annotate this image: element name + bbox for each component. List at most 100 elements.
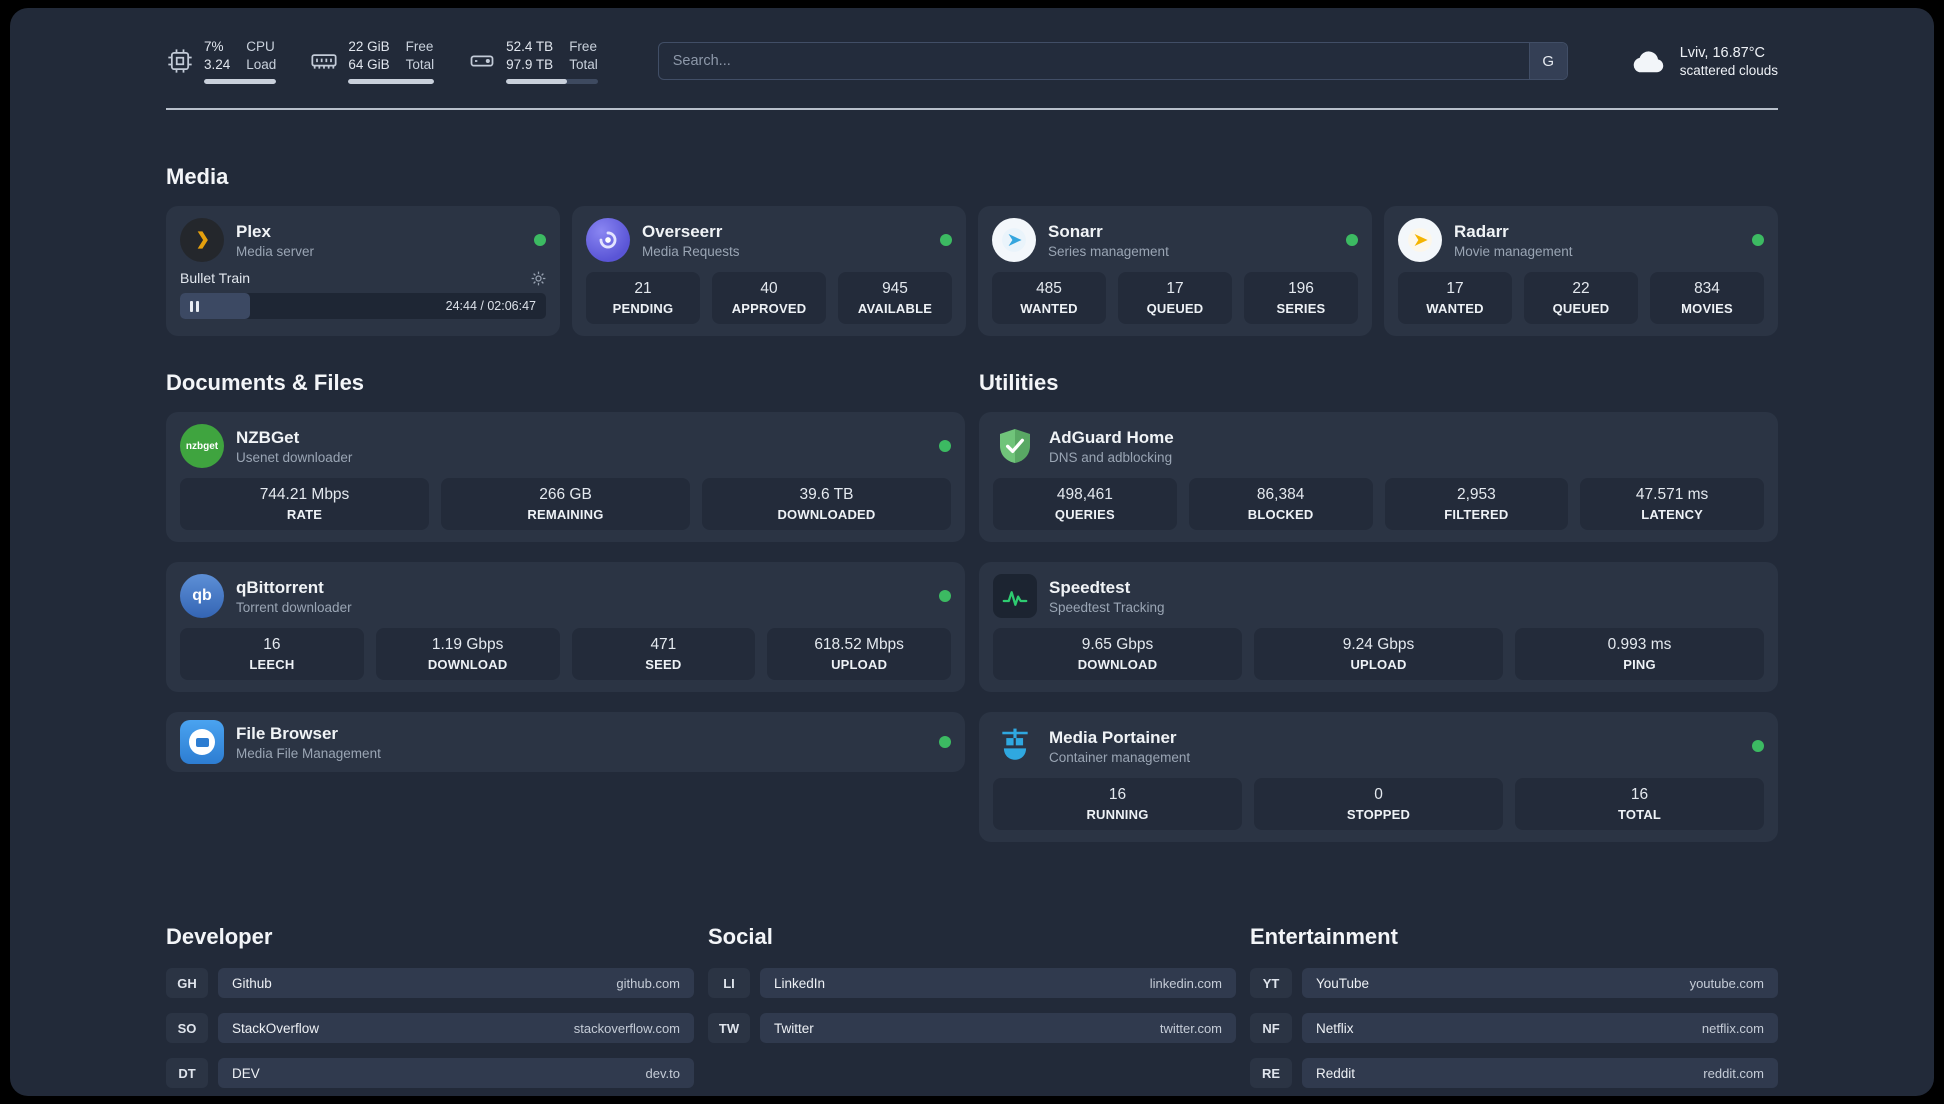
stat-value: 16 xyxy=(263,636,281,654)
nzbget-icon: nzbget xyxy=(180,424,224,469)
app-card-filebrowser[interactable]: File Browser Media File Management xyxy=(166,712,965,773)
twitter-icon[interactable]: TW xyxy=(708,1013,750,1044)
link-domain: reddit.com xyxy=(1703,1065,1764,1081)
gear-icon[interactable] xyxy=(531,271,546,286)
stackoverflow-icon[interactable]: SO xyxy=(166,1013,208,1044)
cpu-percent: 7% xyxy=(204,39,224,54)
stackoverflow-link[interactable]: StackOverflow stackoverflow.com xyxy=(218,1013,694,1044)
app-subtitle: Series management xyxy=(1048,243,1169,259)
link-domain: github.com xyxy=(616,975,680,991)
weather-widget: Lviv, 16.87°C scattered clouds xyxy=(1628,45,1778,78)
stat-label: LATENCY xyxy=(1641,507,1704,523)
stat-tile: 17 QUEUED xyxy=(1118,272,1232,325)
stat-label: TOTAL xyxy=(1617,807,1662,823)
app-card-overseerr[interactable]: Overseerr Media Requests 21 PENDING 40 A… xyxy=(572,206,966,337)
stat-tile: 16 RUNNING xyxy=(993,778,1242,831)
stat-label: RUNNING xyxy=(1086,807,1149,823)
section-title-developer: Developer xyxy=(166,924,273,950)
link-name: DEV xyxy=(232,1065,260,1081)
stat-label: PENDING xyxy=(612,301,674,317)
stat-tile: 945 AVAILABLE xyxy=(838,272,952,325)
link-name: Netflix xyxy=(1316,1020,1354,1036)
app-card-portainer[interactable]: Media Portainer Container management 16 … xyxy=(979,712,1778,843)
twitter-link[interactable]: Twitter twitter.com xyxy=(760,1013,1236,1044)
app-card-nzbget[interactable]: nzbget NZBGet Usenet downloader 744.21 M… xyxy=(166,412,965,543)
links-section-entertainment: Entertainment YT YouTube youtube.com NF … xyxy=(1250,924,1778,1096)
pause-button[interactable] xyxy=(190,300,199,312)
documents-column: Documents & Files nzbget NZBGet Usenet d… xyxy=(166,336,965,792)
stat-tile: 16 TOTAL xyxy=(1515,778,1764,831)
app-card-sonarr[interactable]: Sonarr Series management 485 WANTED 17 Q… xyxy=(978,206,1372,337)
stat-label: FILTERED xyxy=(1444,507,1509,523)
youtube-link[interactable]: YouTube youtube.com xyxy=(1302,968,1778,999)
netflix-link[interactable]: Netflix netflix.com xyxy=(1302,1013,1778,1044)
app-name: qBittorrent xyxy=(236,577,324,597)
app-card-plex[interactable]: Plex Media server Bullet Train xyxy=(166,206,560,337)
playback-progress-bar[interactable]: 24:44 / 02:06:47 xyxy=(180,293,546,320)
link-row-youtube: YT YouTube youtube.com xyxy=(1250,968,1778,999)
app-card-adguard[interactable]: AdGuard Home DNS and adblocking 498,461 … xyxy=(979,412,1778,543)
stat-label: PING xyxy=(1623,657,1656,673)
stat-value: 16 xyxy=(1630,786,1649,804)
app-subtitle: Usenet downloader xyxy=(236,449,353,465)
stat-value: 0.993 ms xyxy=(1607,636,1672,654)
stat-value: 471 xyxy=(650,636,677,654)
disk-label-1: Free xyxy=(569,39,597,54)
stat-value: 2,953 xyxy=(1456,486,1496,504)
search-engine-button[interactable]: G xyxy=(1528,43,1567,80)
search-input[interactable] xyxy=(658,43,1529,80)
stat-value: 21 xyxy=(634,280,652,298)
stat-tile: 21 PENDING xyxy=(586,272,700,325)
stat-tile: 618.52 Mbps UPLOAD xyxy=(767,628,951,681)
cpu-label-2: Load xyxy=(246,57,277,73)
linkedin-link[interactable]: LinkedIn linkedin.com xyxy=(760,968,1236,999)
speedtest-icon xyxy=(993,574,1037,619)
stat-label: SEED xyxy=(645,657,682,673)
app-subtitle: Media File Management xyxy=(236,745,381,761)
cloud-icon xyxy=(1628,46,1668,76)
reddit-link[interactable]: Reddit reddit.com xyxy=(1302,1058,1778,1089)
links-section-social: Social LI LinkedIn linkedin.com TW Twitt… xyxy=(708,924,1236,1096)
links-grid: Developer GH Github github.com SO StackO… xyxy=(166,924,1778,1096)
stat-value: 47.571 ms xyxy=(1635,486,1709,504)
stat-label: WANTED xyxy=(1426,301,1484,317)
linkedin-icon[interactable]: LI xyxy=(708,968,750,999)
app-subtitle: DNS and adblocking xyxy=(1049,449,1173,465)
status-dot xyxy=(534,234,546,247)
link-domain: youtube.com xyxy=(1689,975,1764,991)
youtube-icon[interactable]: YT xyxy=(1250,968,1292,999)
dev-icon[interactable]: DT xyxy=(166,1058,208,1089)
status-dot xyxy=(939,590,951,603)
app-card-qbittorrent[interactable]: qb qBittorrent Torrent downloader 16 LEE… xyxy=(166,562,965,693)
stat-tile: 471 SEED xyxy=(571,628,756,681)
status-dot xyxy=(1346,234,1358,247)
radarr-icon xyxy=(1398,218,1442,263)
qbittorrent-icon: qb xyxy=(180,574,224,619)
overseerr-icon xyxy=(586,218,630,263)
stat-label: BLOCKED xyxy=(1247,507,1314,523)
section-title-utilities: Utilities xyxy=(979,370,1059,396)
github-link[interactable]: Github github.com xyxy=(218,968,694,999)
dev-link[interactable]: DEV dev.to xyxy=(218,1058,694,1089)
disk-free-value: 52.4 TB xyxy=(506,39,554,54)
portainer-icon xyxy=(993,724,1037,768)
stat-value: 16 xyxy=(1108,786,1127,804)
app-card-speedtest[interactable]: Speedtest Speedtest Tracking 9.65 Gbps D… xyxy=(979,562,1778,693)
stat-label: UPLOAD xyxy=(831,657,888,673)
link-domain: dev.to xyxy=(645,1065,680,1081)
stat-label: RATE xyxy=(286,507,323,523)
status-dot xyxy=(939,440,951,453)
app-card-radarr[interactable]: Radarr Movie management 17 WANTED 22 QUE… xyxy=(1384,206,1778,337)
stat-tile: 22 QUEUED xyxy=(1524,272,1638,325)
stat-tile: 266 GB REMAINING xyxy=(441,478,690,531)
github-icon[interactable]: GH xyxy=(166,968,208,999)
reddit-icon[interactable]: RE xyxy=(1250,1058,1292,1089)
cpu-usage-bar xyxy=(204,79,277,85)
stat-tile: 16 LEECH xyxy=(180,628,364,681)
app-name: Overseerr xyxy=(642,221,723,241)
utilities-column: Utilities AdGuard Home DNS and adblockin… xyxy=(979,336,1778,862)
netflix-icon[interactable]: NF xyxy=(1250,1013,1292,1044)
link-row-reddit: RE Reddit reddit.com xyxy=(1250,1058,1778,1089)
cpu-icon xyxy=(166,47,194,75)
stat-label: QUEUED xyxy=(1552,301,1610,317)
